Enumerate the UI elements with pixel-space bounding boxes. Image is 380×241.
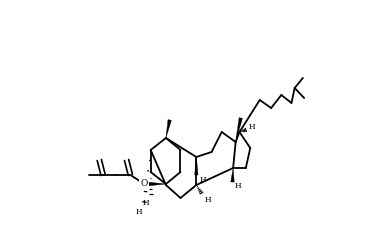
Text: H: H	[204, 196, 211, 204]
Polygon shape	[195, 157, 198, 175]
Polygon shape	[144, 182, 166, 186]
Text: O: O	[141, 180, 148, 188]
Text: H: H	[136, 208, 142, 216]
Polygon shape	[231, 168, 234, 182]
Text: H: H	[249, 123, 255, 131]
Text: H: H	[142, 199, 149, 207]
Polygon shape	[166, 120, 171, 138]
Polygon shape	[236, 118, 242, 142]
Text: H: H	[235, 182, 242, 190]
Text: H: H	[200, 176, 206, 184]
